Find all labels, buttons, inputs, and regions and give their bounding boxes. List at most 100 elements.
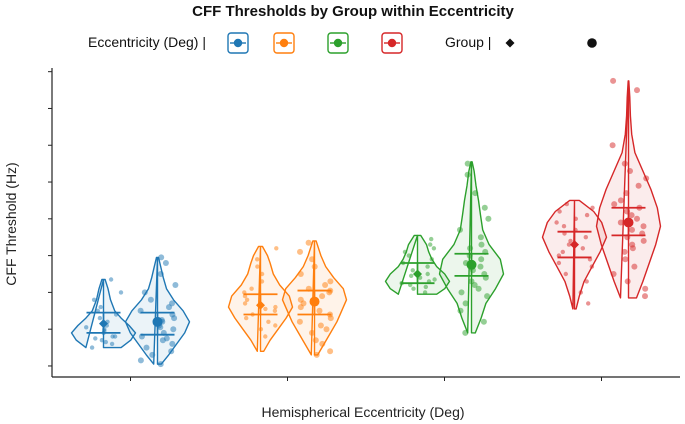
data-point: [622, 256, 629, 263]
legend-key-circle: [333, 38, 343, 48]
data-point: [322, 282, 329, 288]
data-point: [263, 334, 268, 339]
data-point: [563, 271, 568, 277]
mean-circle-marker: [309, 296, 320, 307]
data-point: [617, 219, 624, 226]
data-point: [624, 278, 631, 285]
data-point: [169, 300, 175, 307]
data-point: [428, 242, 433, 247]
data-point: [643, 175, 650, 182]
mean-diamond-marker: [413, 269, 422, 279]
data-point: [274, 246, 279, 251]
data-point: [143, 344, 150, 351]
data-point: [462, 300, 469, 307]
x-axis-title: Hemispherical Eccentricity (Deg): [261, 404, 464, 420]
data-point: [609, 142, 616, 149]
data-point: [263, 306, 268, 312]
data-point: [629, 241, 636, 248]
data-point: [272, 308, 278, 313]
data-point: [429, 257, 434, 262]
data-point: [137, 357, 144, 364]
data-point: [327, 348, 334, 355]
violin-40-control: [541, 199, 608, 310]
data-point: [554, 220, 559, 225]
data-point: [629, 226, 635, 233]
data-point: [640, 237, 647, 244]
data-point: [628, 212, 635, 219]
data-point: [91, 297, 97, 302]
data-point: [255, 264, 260, 269]
data-point: [305, 239, 312, 246]
data-point: [635, 182, 642, 189]
data-point: [458, 289, 465, 296]
mean-diamond-marker: [99, 319, 108, 329]
data-point: [157, 271, 164, 277]
data-point: [297, 271, 304, 277]
data-point: [297, 248, 303, 255]
data-point: [642, 285, 649, 292]
data-point: [623, 190, 630, 197]
legend-item-eccentricity-40: [381, 32, 403, 54]
mean-circle-marker: [152, 316, 163, 327]
data-point: [103, 339, 109, 345]
data-point: [484, 293, 491, 300]
data-point: [242, 301, 248, 306]
data-point: [162, 260, 169, 266]
data-point: [316, 307, 323, 314]
data-point: [259, 271, 265, 277]
data-point: [560, 249, 565, 255]
data-point: [431, 246, 437, 251]
data-point: [244, 297, 250, 302]
data-point: [475, 285, 482, 292]
mean-circle-marker: [466, 259, 477, 270]
data-point: [478, 241, 485, 248]
legend-item-eccentricity-10: [273, 32, 295, 54]
violin-outline: [595, 80, 662, 299]
data-point: [244, 315, 249, 321]
mean-diamond-marker: [256, 300, 265, 310]
violin-5-pcs: [124, 254, 191, 368]
data-point: [610, 271, 617, 277]
violin-5-control: [70, 277, 137, 350]
data-point: [590, 205, 595, 210]
data-point: [273, 304, 278, 310]
y-axis-title: CFF Threshold (Hz): [3, 162, 19, 285]
data-point: [255, 257, 260, 262]
data-point: [172, 282, 179, 288]
legend-key-circle: [279, 38, 289, 48]
data-point: [84, 325, 89, 330]
legend-key-box: [227, 32, 249, 54]
data-point: [317, 322, 324, 329]
data-point: [580, 246, 585, 251]
violin-10-control: [227, 245, 294, 352]
violin-10-pcs: [281, 239, 348, 358]
data-point: [556, 260, 562, 266]
data-point: [266, 319, 271, 324]
data-point: [425, 271, 430, 277]
data-point: [634, 87, 640, 94]
data-point: [468, 278, 475, 285]
data-point: [93, 336, 98, 341]
data-point: [327, 278, 334, 285]
data-point: [319, 340, 326, 347]
violin-outline: [124, 256, 191, 365]
legend-item-eccentricity-5: [227, 32, 249, 54]
legend-circle-marker: [587, 38, 597, 48]
data-point: [141, 289, 148, 296]
data-point: [464, 171, 471, 178]
data-point: [312, 337, 319, 344]
data-point: [273, 323, 278, 328]
data-point: [169, 340, 176, 347]
legend-item-eccentricity-20: [327, 32, 349, 54]
data-point: [149, 351, 156, 358]
data-point: [411, 286, 416, 291]
data-point: [621, 248, 628, 255]
data-point: [611, 201, 618, 208]
data-point: [429, 236, 434, 242]
data-point: [147, 296, 154, 303]
data-point: [617, 197, 624, 204]
data-point: [168, 348, 175, 355]
data-point: [309, 329, 315, 336]
legend-diamond-marker: [505, 38, 515, 48]
